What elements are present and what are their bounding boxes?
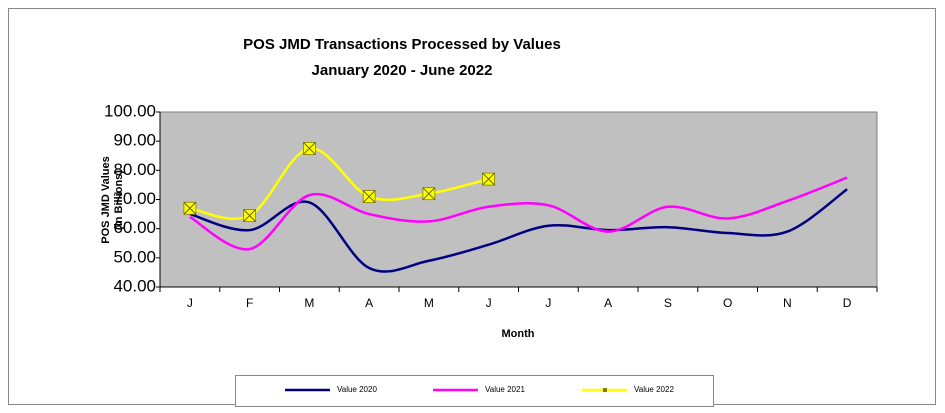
x-tick-label: J	[486, 296, 492, 310]
point-marker	[422, 187, 436, 201]
x-tick-label: M	[304, 296, 314, 310]
x-tick-label: F	[246, 296, 253, 310]
x-axis-title: Month	[502, 328, 535, 340]
marker-cross	[422, 187, 436, 201]
chart-title: POS JMD Transactions Processed by Values	[243, 36, 561, 53]
chart-subtitle: January 2020 - June 2022	[312, 62, 493, 79]
x-tick-label: J	[545, 296, 551, 310]
y-tick-label: 50.00	[113, 247, 156, 266]
legend-label: Value 2021	[485, 385, 525, 394]
x-tick-label: M	[424, 296, 434, 310]
y-axis-title: POS JMD Values (in Billions)	[100, 156, 125, 243]
marker-cross	[243, 209, 256, 222]
y-tick-label: 40.00	[113, 276, 156, 295]
x-tick-label: S	[664, 296, 672, 310]
plot-area	[159, 111, 878, 288]
y-tick-label: 80.00	[113, 160, 156, 179]
legend-marker	[603, 388, 607, 392]
y-axis-title-line: (in Billions)	[113, 170, 125, 230]
marker-cross	[482, 172, 495, 186]
legend-label: Value 2020	[337, 385, 377, 394]
y-tick-label: 100.00	[104, 101, 156, 120]
y-tick-label: 90.00	[113, 131, 156, 150]
point-marker	[362, 190, 376, 203]
marker-cross	[183, 201, 197, 215]
x-tick-label: O	[723, 296, 732, 310]
x-tick-label: A	[365, 296, 373, 310]
y-tick-label: 70.00	[113, 189, 156, 208]
point-marker	[482, 172, 496, 186]
x-tick-label: D	[843, 296, 852, 310]
legend-label: Value 2022	[634, 385, 674, 394]
point-marker	[243, 209, 257, 222]
marker-cross	[362, 190, 376, 203]
point-marker	[302, 142, 316, 155]
series-line	[189, 188, 848, 273]
y-tick-label: 60.00	[113, 218, 156, 237]
point-marker	[183, 201, 197, 215]
series-line	[189, 176, 848, 251]
x-tick-label: A	[604, 296, 612, 310]
y-axis-title-line: POS JMD Values	[100, 156, 112, 243]
x-tick-label: J	[187, 296, 193, 310]
x-tick-label: N	[783, 296, 792, 310]
marker-cross	[303, 142, 316, 155]
